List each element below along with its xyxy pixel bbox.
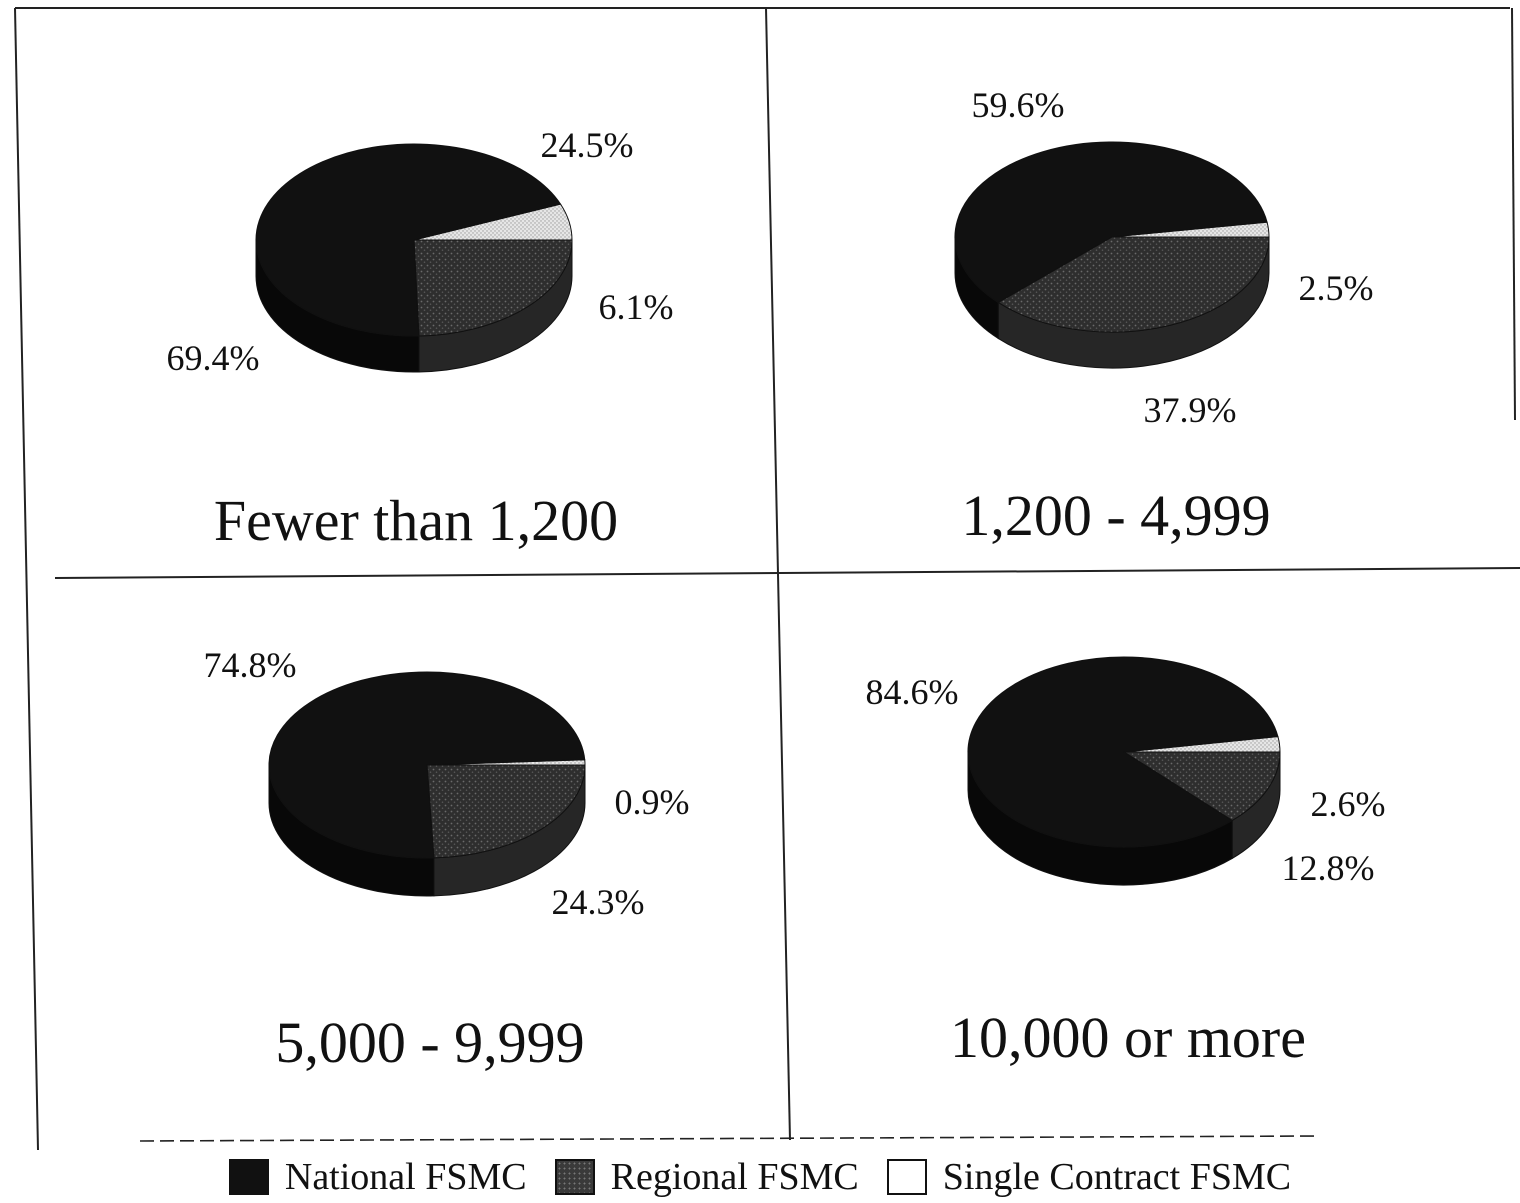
panel-title-10000-or-more: 10,000 or more — [950, 1005, 1306, 1070]
pie-0-slice-regional-fsmc — [413, 239, 573, 337]
data-label-p0-regional: 24.5% — [541, 125, 634, 165]
data-label-p0-national: 69.4% — [167, 338, 260, 378]
pies-group — [255, 141, 1281, 897]
pie-0-slice-national-fsmc — [255, 143, 562, 337]
legend-label-single: Single Contract FSMC — [942, 1155, 1292, 1198]
data-label-p1-national: 59.6% — [972, 85, 1065, 125]
data-label-p1-single: 2.5% — [1299, 268, 1374, 308]
pie-0 — [255, 143, 573, 373]
legend-swatch-national — [228, 1158, 269, 1195]
right-border — [1511, 7, 1516, 421]
pie-3-slice-national-fsmc — [967, 656, 1279, 848]
pie-1-slice-national-fsmc — [954, 141, 1268, 304]
legend-item-regional: Regional FSMC — [554, 1155, 859, 1199]
legend: National FSMC Regional FSMC Single Contr… — [0, 1150, 1520, 1203]
data-label-p1-regional: 37.9% — [1144, 390, 1237, 430]
data-label-p2-single: 0.9% — [615, 782, 690, 822]
legend-item-single: Single Contract FSMC — [886, 1155, 1292, 1199]
data-label-p3-single: 2.6% — [1311, 784, 1386, 824]
legend-item-national: National FSMC — [228, 1155, 527, 1199]
data-label-p2-regional: 24.3% — [552, 882, 645, 922]
legend-swatch-single — [886, 1158, 927, 1195]
legend-label-regional: Regional FSMC — [610, 1155, 859, 1198]
legend-swatch-regional — [554, 1158, 595, 1195]
data-label-p0-single: 6.1% — [599, 287, 674, 327]
data-label-p2-national: 74.8% — [204, 645, 297, 685]
bottom-border — [139, 1135, 1321, 1142]
panel-grid — [14, 7, 1520, 1151]
data-label-p3-regional: 12.8% — [1282, 848, 1375, 888]
pie-2 — [268, 671, 586, 897]
pie-3-slice-regional-fsmc — [1122, 751, 1281, 822]
pie-1 — [954, 141, 1270, 369]
left-border — [14, 7, 39, 1151]
pie-3 — [967, 656, 1281, 886]
panel-title-fewer-than-1200: Fewer than 1,200 — [214, 488, 618, 553]
data-label-p3-national: 84.6% — [866, 672, 959, 712]
pie-2-slice-national-fsmc — [268, 671, 586, 859]
pie-2-slice-regional-fsmc — [426, 764, 586, 859]
data-labels: 69.4% 24.5% 6.1% 59.6% 37.9% 2.5% 74.8% … — [167, 85, 1386, 922]
pie-1-slice-regional-fsmc — [997, 236, 1270, 333]
panel-title-5000-9999: 5,000 - 9,999 — [275, 1010, 584, 1075]
horizontal-divider — [54, 567, 1520, 579]
legend-label-national: National FSMC — [284, 1155, 527, 1198]
panel-title-1200-4999: 1,200 - 4,999 — [961, 483, 1270, 548]
